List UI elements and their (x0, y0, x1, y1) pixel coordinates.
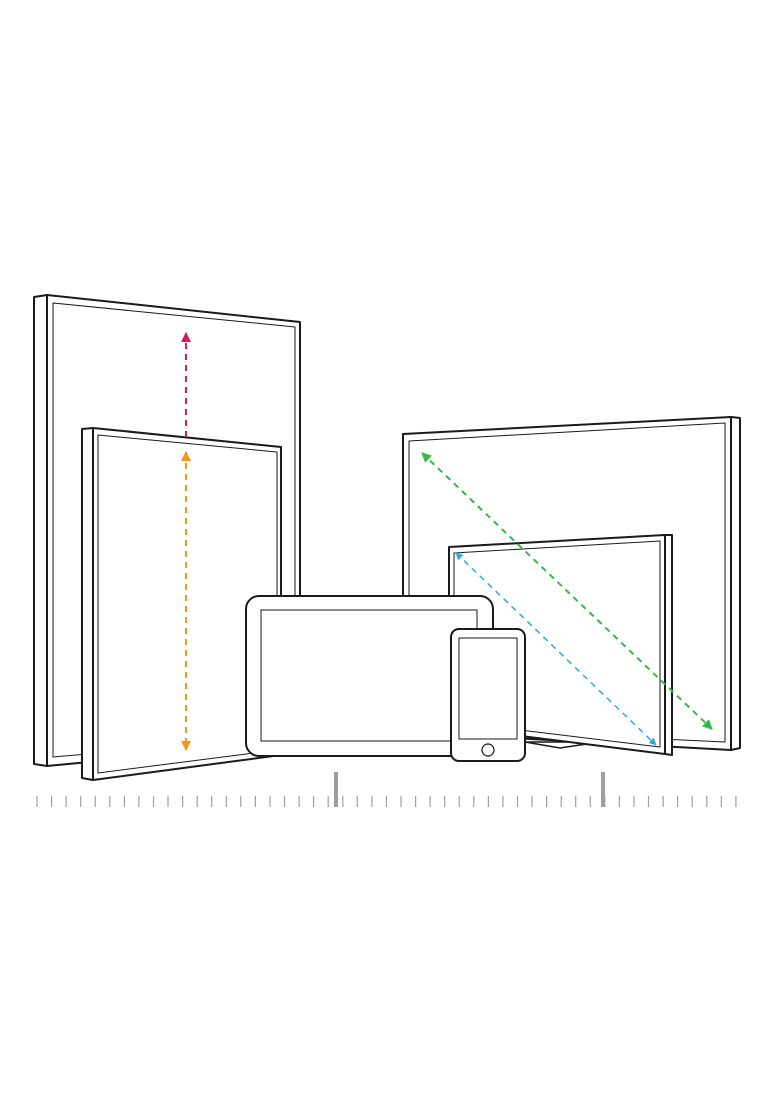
smartphone (450, 628, 526, 762)
scale-ruler (36, 772, 737, 807)
tablet (245, 595, 494, 757)
home-button-icon (481, 743, 495, 757)
measurement-arrows (181, 332, 713, 751)
small-landscape-diagonal-arrow (455, 552, 657, 746)
